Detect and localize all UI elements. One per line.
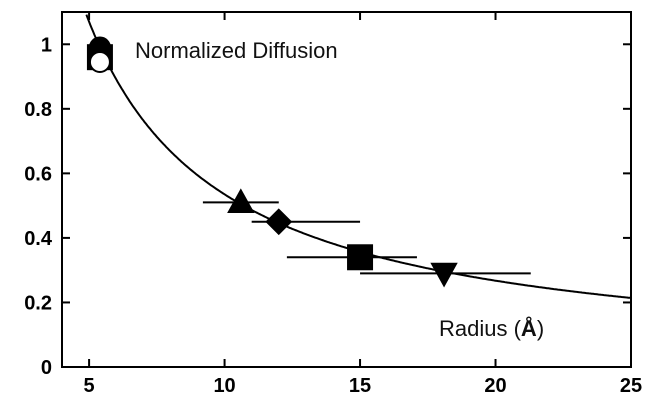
plot-frame xyxy=(61,11,632,368)
data-point-diamond xyxy=(265,208,293,236)
annotation-radius-prefix: Radius ( xyxy=(439,316,522,341)
data-point-triangle-up xyxy=(227,188,255,214)
x-tick-label: 15 xyxy=(349,375,371,396)
y-tick-label: 0.2 xyxy=(24,292,52,314)
annotation-radius-unit: Å xyxy=(521,315,537,341)
y-tick-label: 0.8 xyxy=(24,99,52,121)
x-tick-label: 10 xyxy=(213,375,235,396)
data-point-triangle-down xyxy=(430,262,458,288)
data-point-square xyxy=(347,244,374,271)
y-tick-label: 0 xyxy=(41,357,52,379)
x-tick-label: 5 xyxy=(84,375,95,396)
data-point-circle xyxy=(88,51,111,74)
x-axis: 5 10 15 20 25 xyxy=(84,12,642,396)
x-tick-label: 25 xyxy=(620,375,642,396)
annotation-radius: Radius (Å) xyxy=(439,315,544,341)
y-tick-label: 0.6 xyxy=(24,163,52,185)
data-markers xyxy=(86,36,458,288)
annotation-radius-suffix: ) xyxy=(537,316,544,341)
y-axis: 0 0.2 0.4 0.6 0.8 1 xyxy=(24,34,631,379)
annotation-normalized-diffusion: Normalized Diffusion xyxy=(135,38,338,63)
y-tick-label: 0.4 xyxy=(24,228,53,250)
y-tick-label: 1 xyxy=(41,34,52,56)
x-tick-label: 20 xyxy=(484,375,506,396)
